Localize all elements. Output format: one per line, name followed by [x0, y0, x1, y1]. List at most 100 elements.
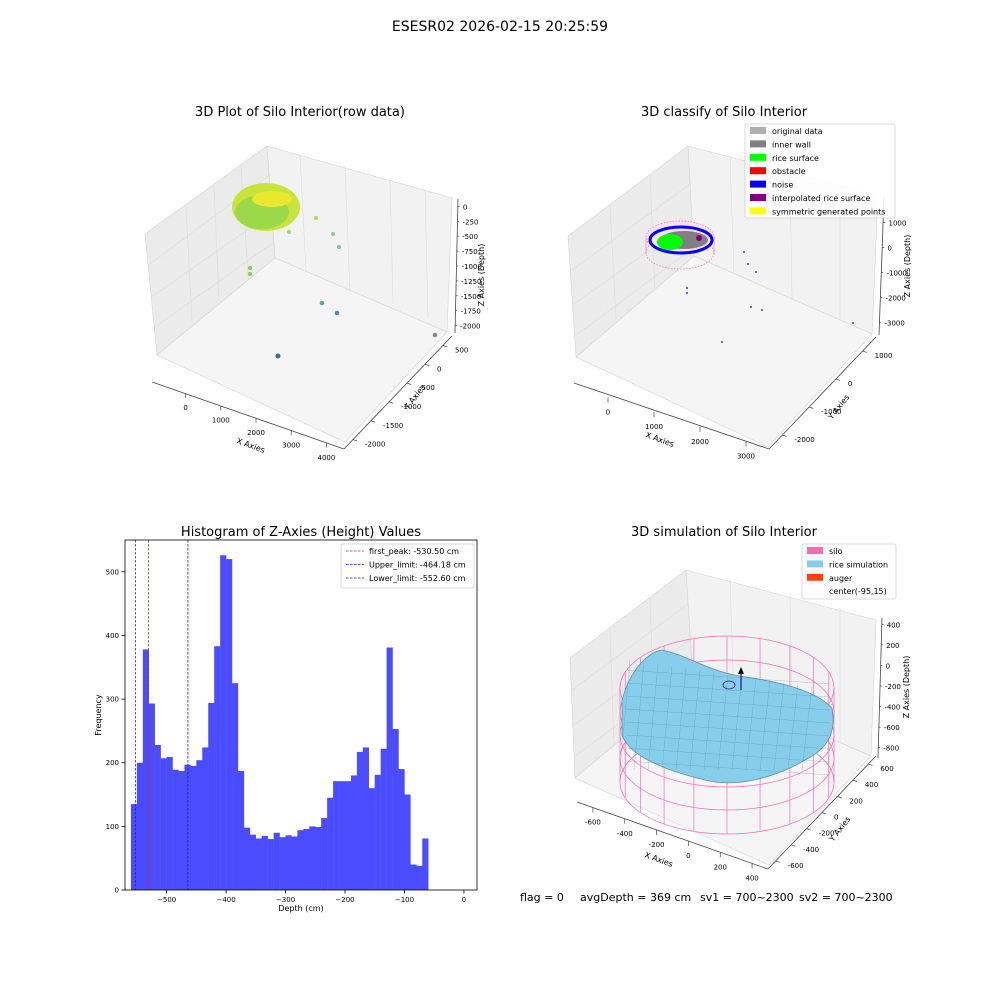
tick-label: -400	[884, 704, 900, 712]
histogram-bar	[333, 781, 340, 890]
x-tick-label: −100	[395, 896, 414, 904]
histogram-bar	[142, 649, 149, 890]
flag-text: flag = 0	[520, 891, 564, 904]
histogram-bar	[214, 646, 221, 890]
histogram-bar	[416, 865, 423, 890]
legend-swatch	[750, 140, 766, 148]
tick-mark	[837, 796, 842, 799]
tick-label: -1500	[461, 293, 481, 301]
tick-mark	[806, 828, 811, 831]
point	[248, 272, 252, 276]
noise-point	[761, 309, 763, 311]
y-axis-line	[343, 335, 453, 450]
x-ticks: 0 1000 2000 3000 4000	[183, 393, 335, 462]
histogram-bar	[380, 748, 387, 890]
tick-label: -250	[463, 218, 479, 226]
histogram-bar	[339, 781, 346, 890]
y-ticks: 0 100 200 300 400 500	[106, 568, 125, 895]
legend-label: auger	[829, 574, 853, 583]
legend-label: silo	[829, 547, 843, 556]
x-tick-label: −400	[216, 896, 235, 904]
tick-label: -200	[819, 830, 835, 838]
x-axis-line	[151, 381, 345, 450]
mesh-line	[625, 760, 831, 776]
tick-mark	[821, 812, 827, 815]
mesh-line	[633, 661, 645, 771]
legend-label: center(-95,15)	[829, 587, 887, 596]
legend: first_peak: -530.50 cm Upper_limit: -464.…	[340, 543, 475, 589]
y-ticks: -2000 -1500 -1000 -500 0 500	[352, 345, 468, 449]
y-axis-label: Frequency	[94, 694, 103, 736]
tick-mark	[388, 401, 394, 404]
tick-label: -1000	[887, 270, 907, 278]
tick-label: -1750	[461, 308, 481, 316]
tick-label: -1000	[462, 263, 482, 271]
legend: silo rice simulation auger center(-95,15)	[801, 543, 897, 600]
z-ticks: 0 -250 -500 -750 -1000 -1250 -1500 -1750 -2000	[455, 203, 482, 331]
noise-ring	[648, 225, 714, 255]
mesh-line	[689, 669, 701, 771]
histogram-bar	[392, 729, 399, 890]
tick-label: 3000	[737, 453, 755, 461]
x-ticks: -600 -400 -200 0 200 400	[585, 807, 759, 882]
mesh-line	[759, 679, 771, 771]
legend-swatch	[750, 127, 766, 134]
histogram-bar	[255, 838, 262, 890]
legend-label: obstacle	[772, 167, 806, 176]
tick-label: 0	[848, 380, 852, 388]
tick-label: 0	[437, 365, 441, 373]
rice-surface	[621, 649, 834, 784]
tick-label: 400	[887, 621, 900, 629]
tick-label: 1000	[212, 417, 230, 425]
histogram-bars	[130, 555, 429, 890]
histogram-bar	[184, 764, 191, 890]
mesh-line	[801, 685, 813, 771]
tick-label: -1000	[821, 408, 841, 416]
x-axis-label: Depth (cm)	[278, 904, 323, 913]
legend-entries: original data inner wall rice surface obsta…	[750, 127, 885, 216]
z-axis-line	[878, 197, 885, 336]
histogram-bar	[404, 794, 411, 890]
tick-mark	[868, 763, 873, 766]
tick-mark	[442, 345, 448, 348]
avg-depth-text: avgDepth = 369 cm	[580, 891, 691, 904]
sv1-text: sv1 = 700~2300	[700, 891, 794, 904]
tick-label: -600	[788, 862, 804, 870]
grid-line	[729, 157, 735, 275]
classified-points	[645, 220, 854, 343]
mesh-line	[787, 683, 799, 771]
tick-label: -3000	[885, 320, 905, 328]
legend-label: Lower_limit: -552.60 cm	[369, 574, 466, 583]
grid-line	[299, 154, 307, 272]
histogram-bar	[178, 771, 185, 890]
mesh-line	[661, 665, 673, 771]
tick-label: 1000	[645, 423, 663, 431]
grid-line	[609, 204, 617, 321]
sv2-text: sv2 = 700~2300	[799, 891, 893, 904]
tick-label: 4000	[317, 454, 335, 462]
grid-line	[154, 241, 275, 328]
legend-swatch	[807, 547, 823, 554]
mesh-line	[625, 734, 831, 750]
legend-label: Upper_limit: -464.18 cm	[369, 561, 466, 570]
tick-label: 0	[834, 814, 838, 822]
tick-label: -2000	[794, 436, 814, 444]
mesh-line	[625, 669, 831, 685]
mesh-line	[773, 681, 785, 771]
histogram-bar	[220, 555, 227, 890]
point	[432, 332, 438, 338]
panel-simulation-3d: 3D simulation of Silo Interior -600-400-…	[569, 525, 911, 882]
legend: original data inner wall rice surface obsta…	[744, 123, 896, 219]
histogram-bar	[130, 804, 138, 890]
panel-classify-3d: 3D classify of Silo Interior 0 1000 2000 30…	[567, 105, 912, 461]
legend-entries: silo rice simulation auger center(-95,15)	[807, 547, 888, 596]
histogram-bar	[148, 703, 155, 890]
legend-label: first_peak: -530.50 cm	[369, 547, 459, 556]
panel-histogram: Histogram of Z-Axies (Height) Values −50…	[94, 525, 478, 913]
point	[248, 266, 252, 270]
grid-line	[185, 207, 193, 322]
histogram-bar	[410, 864, 417, 890]
histogram-bar	[386, 647, 393, 890]
histogram-bar	[136, 762, 144, 890]
